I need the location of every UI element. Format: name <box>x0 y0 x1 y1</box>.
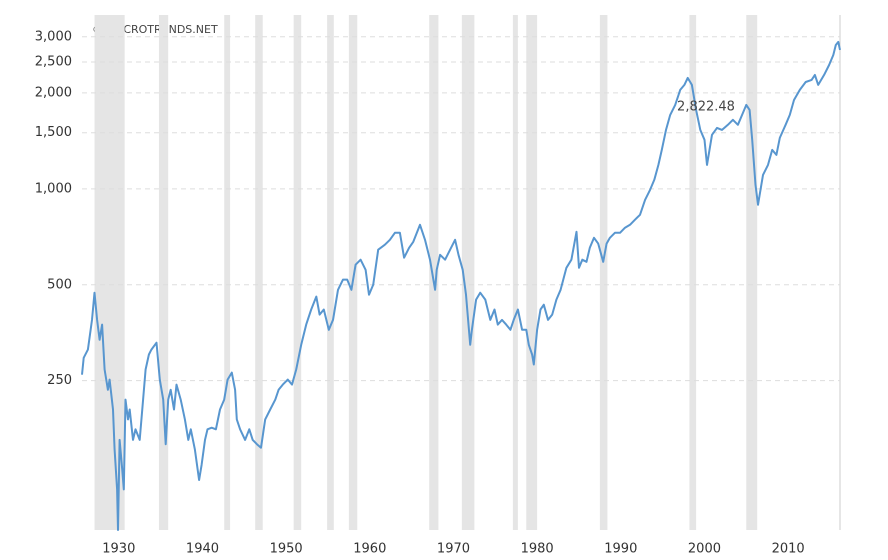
x-tick-label: 1960 <box>353 542 386 557</box>
recession-band <box>512 15 518 530</box>
x-tick-label: 1930 <box>102 542 135 557</box>
hover-value: 2,822.48 <box>677 100 735 115</box>
x-tick-label: 1940 <box>186 542 219 557</box>
recession-band <box>429 15 439 530</box>
recession-band <box>327 15 334 530</box>
recession-band <box>746 15 758 530</box>
x-tick-label: 1980 <box>521 542 554 557</box>
y-tick-label: 250 <box>47 373 72 388</box>
recession-band <box>224 15 231 530</box>
y-tick-label: 500 <box>47 277 72 292</box>
y-tick-label: 3,000 <box>35 29 72 44</box>
x-tick-label: 2000 <box>688 542 721 557</box>
recession-band <box>461 15 475 530</box>
recession-band <box>599 15 608 530</box>
x-tick-label: 1950 <box>270 542 303 557</box>
recession-band <box>293 15 302 530</box>
y-tick-label: 1,500 <box>35 125 72 140</box>
recession-band <box>255 15 263 530</box>
recession-band <box>348 15 358 530</box>
y-tick-label: 2,500 <box>35 54 72 69</box>
recession-band <box>526 15 538 530</box>
price-line <box>81 40 841 531</box>
x-tick-label: 1970 <box>437 542 470 557</box>
y-tick-label: 1,000 <box>35 181 72 196</box>
recession-band <box>158 15 169 530</box>
recession-band <box>689 15 697 530</box>
x-tick-label: 2010 <box>772 542 805 557</box>
x-tick-label: 1990 <box>604 542 637 557</box>
y-tick-label: 2,000 <box>35 85 72 100</box>
